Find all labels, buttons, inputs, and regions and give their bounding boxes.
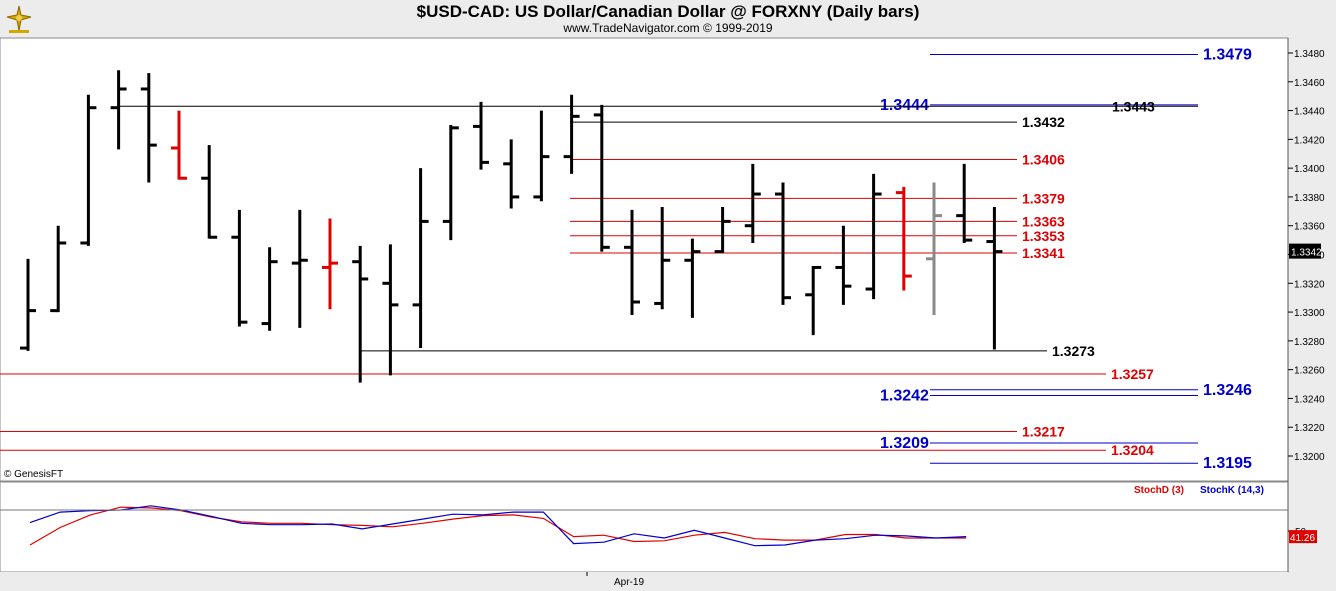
- ohlc-bar: [473, 101, 489, 170]
- ohlc-bar: [714, 207, 731, 254]
- level-label-1-3242: 1.3242: [880, 388, 929, 405]
- level-label-1-3257: 1.3257: [1111, 366, 1154, 382]
- level-label-1-3353: 1.3353: [1022, 228, 1065, 244]
- level-lines: 1.3479 1.3444 1.3443 1.3432 1.3406 1.3379 1.33…: [0, 46, 1252, 472]
- stochastic-oscillator: StochD (3)StochK (14,3)5041.26: [0, 485, 1317, 547]
- price-tick-label: 1.3320: [1294, 279, 1325, 290]
- stochastic-panel: [0, 481, 1289, 573]
- level-label-1-3341: 1.3341: [1022, 245, 1065, 261]
- level-label-1-3479: 1.3479: [1203, 46, 1252, 63]
- level-label-1-3273: 1.3273: [1052, 343, 1095, 359]
- ohlc-bar: [140, 73, 157, 183]
- ohlc-bar: [201, 145, 218, 239]
- level-label-1-3204: 1.3204: [1111, 442, 1154, 458]
- price-tick-label: 1.3240: [1294, 394, 1325, 405]
- price-tick-label: 1.3420: [1294, 135, 1325, 146]
- price-tick-label: 1.3440: [1294, 107, 1325, 118]
- price-tick-label: 1.3380: [1294, 193, 1325, 204]
- price-tick-label: 1.3300: [1294, 308, 1325, 319]
- date-label-apr-19: Apr-19: [614, 577, 644, 588]
- last-price-label: 1.3342: [1291, 248, 1322, 259]
- copyright-label: © GenesisFT: [4, 469, 63, 480]
- ohlc-bar: [110, 70, 127, 150]
- ohlc-bar: [322, 218, 338, 310]
- trade-navigator-logo: [4, 3, 34, 35]
- ohlc-bar: [805, 265, 822, 336]
- ohlc-bar: [926, 182, 942, 315]
- ohlc-bar: [50, 225, 67, 313]
- ohlc-bar: [956, 163, 973, 243]
- ohlc-bar: [593, 104, 610, 252]
- price-tick-label: 1.3360: [1294, 222, 1325, 233]
- ohlc-bar: [171, 110, 187, 180]
- ohlc-bar: [291, 209, 308, 328]
- ohlc-bar: [775, 182, 791, 305]
- level-label-1-3246: 1.3246: [1203, 382, 1252, 399]
- price-axis-panel: [1288, 38, 1336, 481]
- stoch-last-label: 41.26: [1290, 533, 1315, 544]
- level-label-1-3432: 1.3432: [1022, 114, 1065, 130]
- level-label-1-3444: 1.3444: [880, 97, 929, 114]
- level-label-1-3406: 1.3406: [1022, 152, 1065, 168]
- price-tick-label: 1.3460: [1294, 78, 1325, 89]
- chart-header: $USD-CAD: US Dollar/Canadian Dollar @ FO…: [0, 0, 1336, 38]
- ohlc-bar: [382, 244, 399, 376]
- price-tick-label: 1.3220: [1294, 423, 1325, 434]
- level-label-1-3195: 1.3195: [1203, 455, 1252, 472]
- level-label-1-3217: 1.3217: [1022, 424, 1065, 440]
- price-tick-label: 1.3400: [1294, 164, 1325, 175]
- ohlc-bar: [503, 139, 520, 209]
- ohlc-bar: [563, 94, 580, 174]
- ohlc-bar: [895, 186, 912, 291]
- ohlc-bar: [835, 225, 852, 305]
- ohlc-bar: [442, 124, 459, 241]
- ohlc-bar: [986, 207, 1003, 350]
- ohlc-bar: [654, 207, 671, 310]
- chart-title: $USD-CAD: US Dollar/Canadian Dollar @ FO…: [416, 2, 920, 21]
- price-tick-label: 1.3260: [1294, 366, 1325, 377]
- stoch-line-d: [29, 506, 967, 546]
- level-label-1-3443: 1.3443: [1112, 98, 1155, 114]
- ohlc-bar: [20, 258, 36, 351]
- date-axis: [0, 572, 1288, 591]
- ohlc-bar: [412, 168, 429, 349]
- ohlc-bar: [624, 209, 640, 315]
- ohlc-bar: [231, 209, 248, 327]
- stoch-last-box: [1289, 530, 1317, 544]
- ohlc-bar: [261, 247, 278, 331]
- stoch-legend-d: StochD (3): [1134, 485, 1184, 496]
- stoch-line-k: [29, 505, 967, 547]
- stochastic-axis-panel: [1288, 482, 1336, 572]
- level-label-1-3209: 1.3209: [880, 435, 929, 452]
- ohlc-bar: [744, 163, 761, 243]
- ohlc-bar: [80, 94, 97, 246]
- last-price-box: [1289, 243, 1321, 259]
- price-panel: [0, 37, 1289, 482]
- price-tick-label: 1.3200: [1294, 452, 1325, 463]
- chart-subtitle: www.TradeNavigator.com © 1999-2019: [563, 21, 773, 35]
- price-tick-label: 1.3280: [1294, 337, 1325, 348]
- price-tick-label: 1.3480: [1294, 49, 1325, 60]
- level-label-1-3379: 1.3379: [1022, 190, 1065, 206]
- ohlc-bar: [865, 173, 882, 300]
- level-label-1-3363: 1.3363: [1022, 213, 1065, 229]
- ohlc-bar: [684, 238, 701, 318]
- price-axis: 1.3200 1.3220 1.3240 1.3260 1.3280 1.3300 1.33…: [1288, 49, 1325, 463]
- ohlc-bar: [533, 110, 550, 202]
- ohlc-bars: [20, 70, 1003, 383]
- stoch-legend-k: StochK (14,3): [1200, 485, 1264, 496]
- ohlc-bar: [352, 245, 369, 383]
